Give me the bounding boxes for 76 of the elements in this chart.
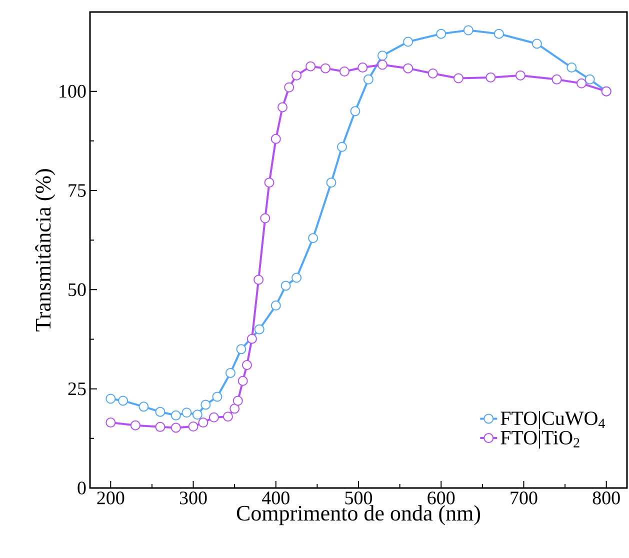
- point: [192, 410, 202, 420]
- point: [254, 274, 264, 285]
- point: [270, 300, 281, 311]
- point: [212, 392, 222, 402]
- y-tick-label: 75: [68, 184, 86, 197]
- point: [222, 412, 233, 422]
- point: [584, 74, 595, 84]
- point: [270, 134, 281, 144]
- point: [436, 28, 446, 39]
- y-axis-title: Transmitância (%): [35, 169, 56, 332]
- point: [225, 368, 236, 378]
- point: [254, 324, 264, 334]
- point: [280, 280, 291, 291]
- point: [170, 422, 181, 433]
- point: [403, 36, 414, 47]
- point: [350, 106, 360, 116]
- point: [463, 25, 474, 36]
- point: [230, 404, 240, 414]
- point: [277, 102, 288, 112]
- x-tick-label: 500: [345, 492, 372, 504]
- x-tick-label: 600: [428, 492, 455, 504]
- point: [339, 66, 350, 76]
- point: [238, 376, 248, 386]
- y-tick-label: 100: [60, 84, 86, 98]
- point: [566, 62, 577, 73]
- point: [188, 422, 198, 432]
- point: [552, 74, 562, 84]
- point: [358, 62, 368, 73]
- point: [106, 394, 116, 404]
- point: [155, 406, 166, 417]
- x-tick-label: 400: [262, 492, 290, 504]
- x-tick-label: 700: [510, 492, 538, 504]
- point: [428, 68, 438, 78]
- legend-label: FTO|CuWO$_{4}$: [500, 411, 605, 430]
- x-axis-title: Comprimento de onda (nm): [236, 505, 480, 526]
- point: [292, 272, 302, 283]
- point: [130, 420, 140, 430]
- point: [532, 38, 542, 49]
- y-tick-label: 25: [68, 382, 86, 396]
- point: [155, 422, 166, 432]
- point: [403, 63, 414, 74]
- point: [486, 72, 496, 82]
- point: [292, 70, 302, 80]
- point: [198, 418, 208, 428]
- point: [106, 418, 116, 428]
- point: [200, 400, 211, 410]
- y-tick-label: 50: [68, 283, 86, 296]
- point: [264, 178, 274, 188]
- x-tick-label: 800: [592, 492, 620, 504]
- point: [363, 74, 374, 84]
- y-tick-label: 0: [78, 482, 86, 494]
- point: [494, 28, 504, 39]
- point: [138, 402, 149, 412]
- legend-label: FTO|TiO$_{2}$: [500, 430, 580, 449]
- point: [242, 360, 252, 370]
- point: [576, 78, 587, 88]
- point: [246, 334, 257, 344]
- point: [336, 142, 347, 152]
- point: [308, 233, 318, 244]
- point: [453, 73, 464, 84]
- point: [306, 61, 316, 72]
- point: [284, 82, 294, 92]
- point: [118, 396, 128, 406]
- point: [320, 63, 330, 74]
- point: [515, 70, 526, 80]
- point: [260, 213, 270, 224]
- point: [170, 410, 181, 420]
- point: [377, 50, 388, 61]
- point: [326, 178, 336, 188]
- point: [232, 396, 243, 406]
- x-tick-label: 300: [180, 492, 207, 504]
- point: [236, 344, 246, 354]
- point: [377, 60, 388, 70]
- x-tick-label: 200: [97, 492, 124, 504]
- point: [182, 408, 192, 418]
- point: [208, 412, 219, 422]
